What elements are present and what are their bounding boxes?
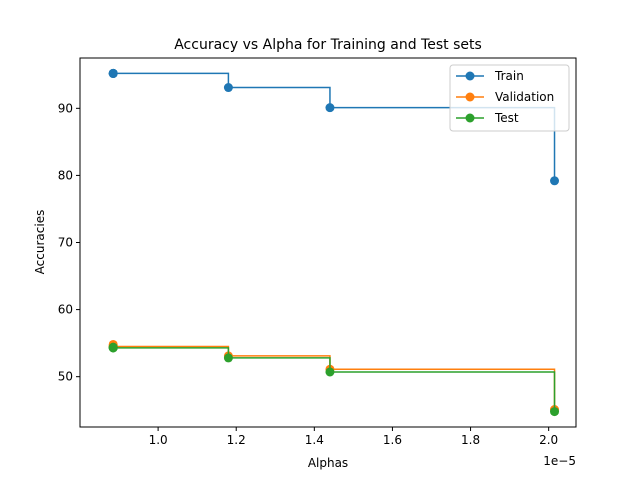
y-tick-label: 80: [58, 168, 73, 182]
x-tick-label: 2.0: [539, 433, 558, 447]
y-tick-label: 60: [58, 303, 73, 317]
validation-series-line: [112, 344, 556, 410]
test-data-point: [550, 407, 560, 417]
x-tick-label: 1.6: [383, 433, 402, 447]
plot-area: [108, 68, 560, 417]
y-tick-label: 70: [58, 236, 73, 250]
train-data-point: [325, 103, 335, 113]
y-axis-ticks: 50 60 70 80 90: [58, 101, 80, 384]
test-data-point: [325, 367, 335, 377]
train-data-point: [108, 68, 118, 78]
x-tick-label: 1.8: [461, 433, 480, 447]
x-tick-label: 1.0: [149, 433, 168, 447]
chart-title: Accuracy vs Alpha for Training and Test …: [174, 37, 482, 53]
legend-test-label: Test: [494, 111, 519, 125]
x-axis-offset-label: 1e−5: [543, 454, 576, 468]
legend-validation-label: Validation: [495, 90, 554, 104]
train-data-point: [550, 176, 560, 186]
legend-box: [449, 64, 570, 132]
legend-test-marker: [465, 113, 475, 123]
test-data-point: [108, 343, 118, 353]
test-data-point: [223, 353, 233, 363]
legend: Train Validation Test: [449, 64, 570, 132]
test-series-line: [112, 347, 556, 412]
x-tick-label: 1.4: [305, 433, 324, 447]
y-axis-label: Accuracies: [33, 210, 47, 275]
x-axis-ticks: 1.0 1.2 1.4 1.6 1.8 2.0: [149, 427, 558, 447]
legend-train-label: Train: [494, 69, 524, 83]
y-tick-label: 90: [58, 101, 73, 115]
y-tick-label: 50: [58, 370, 73, 384]
legend-validation-marker: [465, 92, 475, 102]
train-data-point: [223, 83, 233, 93]
x-tick-label: 1.2: [227, 433, 246, 447]
legend-train-marker: [465, 71, 475, 81]
x-axis-label: Alphas: [308, 456, 348, 470]
